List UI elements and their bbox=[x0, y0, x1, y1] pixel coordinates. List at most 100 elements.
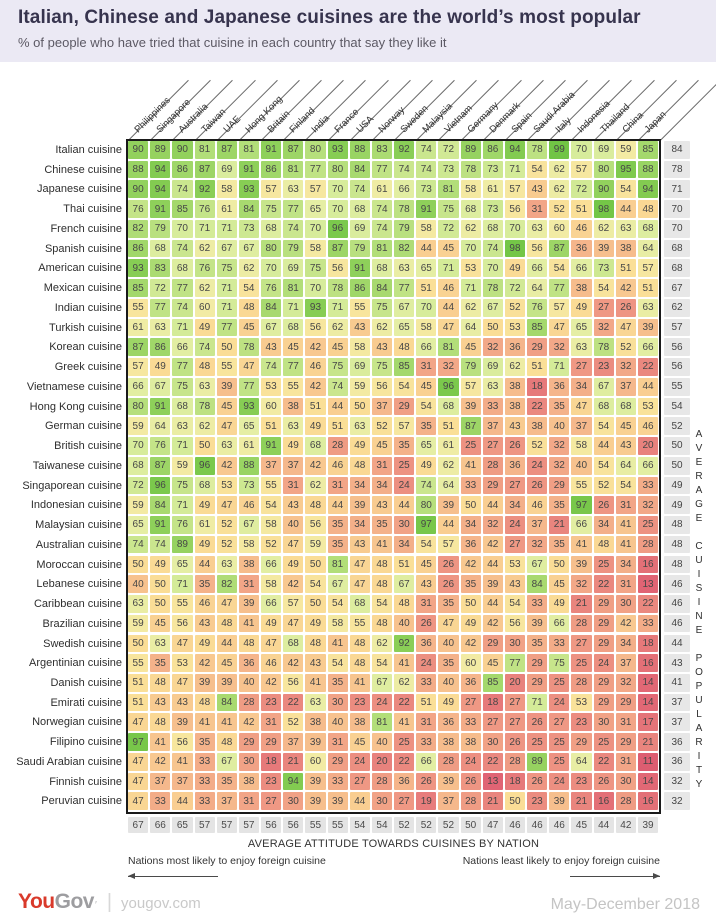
row-label: Filipino cuisine bbox=[49, 736, 122, 749]
column-average-chip: 50 bbox=[460, 817, 481, 833]
row-label: Australian cuisine bbox=[35, 538, 122, 551]
heatmap-cell: 38 bbox=[283, 397, 304, 416]
heatmap-cell: 32 bbox=[549, 456, 570, 475]
heatmap-cell: 43 bbox=[416, 575, 437, 593]
heatmap-cell: 35 bbox=[549, 397, 570, 416]
heatmap-cell: 26 bbox=[504, 733, 526, 751]
heatmap-cell: 61 bbox=[482, 180, 503, 199]
heatmap-cell: 54 bbox=[327, 654, 348, 672]
column-average-chip: 57 bbox=[238, 817, 260, 833]
right-arrow-icon bbox=[570, 873, 660, 880]
heatmap-cell: 21 bbox=[283, 752, 304, 771]
heatmap-cell: 63 bbox=[637, 298, 659, 317]
heatmap-cell: 54 bbox=[394, 377, 415, 396]
heatmap-cell: 48 bbox=[371, 614, 393, 633]
heatmap-cell: 57 bbox=[394, 417, 415, 436]
heatmap-cell: 45 bbox=[238, 318, 260, 337]
heatmap-cell: 71 bbox=[549, 358, 570, 376]
heatmap-cell: 74 bbox=[349, 180, 370, 199]
heatmap-cell: 48 bbox=[394, 338, 415, 357]
heatmap-cell: 34 bbox=[504, 496, 526, 514]
heatmap-cell: 59 bbox=[615, 141, 636, 159]
heatmap-cell: 43 bbox=[349, 535, 370, 554]
heatmap-cell: 87 bbox=[128, 338, 149, 357]
heatmap-cell: 47 bbox=[172, 634, 193, 653]
heatmap-cell: 60 bbox=[305, 752, 326, 771]
heatmap-cell: 59 bbox=[305, 535, 326, 554]
heatmap-cell: 32 bbox=[593, 318, 614, 337]
heatmap-cell: 43 bbox=[283, 496, 304, 514]
heatmap-cell: 93 bbox=[238, 180, 260, 199]
heatmap-cell: 77 bbox=[549, 279, 570, 297]
heatmap-cell: 36 bbox=[416, 634, 437, 653]
heatmap-cell: 21 bbox=[637, 733, 659, 751]
heatmap-cell: 16 bbox=[593, 792, 614, 811]
heatmap-cell: 81 bbox=[238, 141, 260, 159]
heatmap-cell: 50 bbox=[482, 318, 503, 337]
heatmap-cell: 81 bbox=[283, 279, 304, 297]
heatmap-cell: 74 bbox=[327, 377, 348, 396]
heatmap-cell: 66 bbox=[549, 614, 570, 633]
heatmap-cell: 89 bbox=[172, 535, 193, 554]
heatmap-cell: 33 bbox=[194, 752, 215, 771]
heatmap-cell: 95 bbox=[615, 160, 636, 179]
heatmap-cell: 48 bbox=[150, 673, 171, 692]
row-average-chip: 78 bbox=[664, 160, 690, 179]
heatmap-cell: 65 bbox=[394, 318, 415, 337]
heatmap-cell: 41 bbox=[194, 713, 215, 732]
heatmap-cell: 93 bbox=[305, 298, 326, 317]
row-average-chip: 32 bbox=[664, 772, 690, 791]
heatmap-cell: 50 bbox=[216, 338, 237, 357]
heatmap-cell: 71 bbox=[504, 160, 526, 179]
heatmap-cell: 75 bbox=[438, 200, 459, 218]
heatmap-cell: 35 bbox=[527, 634, 548, 653]
heatmap-cell: 56 bbox=[283, 673, 304, 692]
column-average-chip: 45 bbox=[571, 817, 592, 833]
heatmap-cell: 56 bbox=[527, 239, 548, 258]
heatmap-cell: 63 bbox=[571, 338, 592, 357]
heatmap-cell: 39 bbox=[571, 555, 592, 574]
heatmap-cell: 32 bbox=[615, 673, 636, 692]
heatmap-cell: 53 bbox=[172, 654, 193, 672]
heatmap-cell: 65 bbox=[305, 200, 326, 218]
heatmap-cell: 36 bbox=[504, 456, 526, 475]
heatmap-cell: 36 bbox=[504, 338, 526, 357]
heatmap-cell: 73 bbox=[482, 160, 503, 179]
heatmap-cell: 52 bbox=[283, 713, 304, 732]
heatmap-cell: 60 bbox=[194, 298, 215, 317]
heatmap-cell: 43 bbox=[261, 338, 282, 357]
heatmap-cell: 78 bbox=[527, 141, 548, 159]
heatmap-cell: 41 bbox=[327, 634, 348, 653]
heatmap-cell: 80 bbox=[305, 141, 326, 159]
heatmap-cell: 70 bbox=[416, 298, 437, 317]
heatmap-cell: 23 bbox=[261, 772, 282, 791]
heatmap-cell: 41 bbox=[615, 516, 636, 534]
heatmap-cell: 43 bbox=[305, 654, 326, 672]
heatmap-cell: 90 bbox=[593, 180, 614, 199]
heatmap-cell: 29 bbox=[527, 654, 548, 672]
heatmap-cell: 73 bbox=[416, 180, 437, 199]
heatmap-cell: 49 bbox=[549, 595, 570, 613]
row-label: Emirati cuisine bbox=[50, 696, 122, 709]
heatmap-cell: 35 bbox=[150, 654, 171, 672]
heatmap-cell: 66 bbox=[128, 377, 149, 396]
heatmap-cell: 31 bbox=[527, 200, 548, 218]
heatmap-cell: 18 bbox=[504, 772, 526, 791]
heatmap-cell: 78 bbox=[327, 279, 348, 297]
heatmap-cell: 30 bbox=[327, 693, 348, 712]
column-average-chip: 66 bbox=[150, 817, 171, 833]
heatmap-cell: 78 bbox=[394, 200, 415, 218]
logo-gov: Gov bbox=[54, 890, 95, 913]
heatmap-cell: 59 bbox=[349, 377, 370, 396]
heatmap-cell: 49 bbox=[283, 437, 304, 455]
heatmap-cell: 49 bbox=[150, 358, 171, 376]
heatmap-cell: 33 bbox=[637, 614, 659, 633]
heatmap-cell: 42 bbox=[283, 654, 304, 672]
heatmap-cell: 38 bbox=[349, 713, 370, 732]
row-average-chip: 49 bbox=[664, 476, 690, 495]
heatmap-cell: 68 bbox=[150, 239, 171, 258]
heatmap-cell: 39 bbox=[305, 792, 326, 811]
heatmap-cell: 72 bbox=[571, 180, 592, 199]
heatmap-cell: 28 bbox=[637, 535, 659, 554]
heatmap-cell: 71 bbox=[172, 575, 193, 593]
